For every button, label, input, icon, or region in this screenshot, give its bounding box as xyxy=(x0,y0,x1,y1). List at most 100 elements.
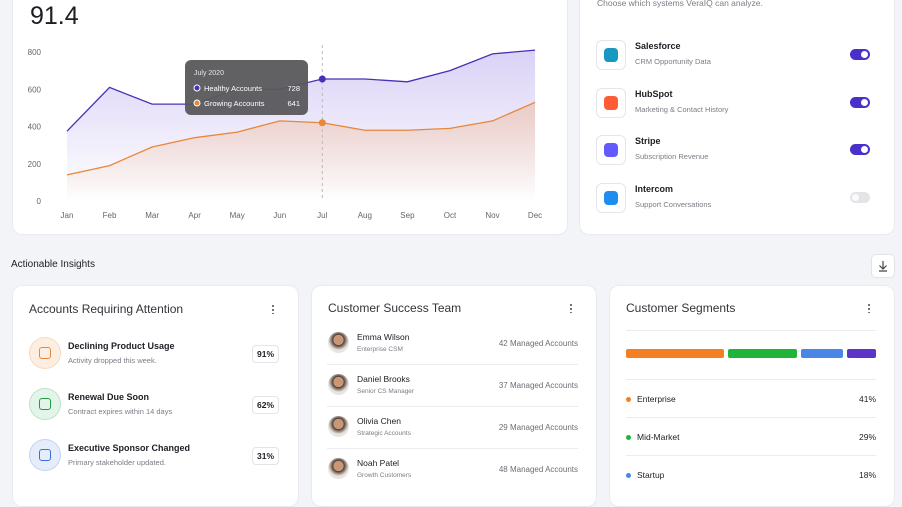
separator xyxy=(626,330,876,331)
page: 91.4 0 200 400 600 800 Jan Feb Mar Apr May Jun Jul A… xyxy=(11,0,895,507)
item-value: 31% xyxy=(252,447,280,465)
item-desc: Activity dropped this week. xyxy=(68,356,157,365)
integration-icon xyxy=(596,87,626,118)
member-role: Enterprise CSM xyxy=(357,346,403,353)
item-value: 62% xyxy=(252,396,280,414)
integration-name: Stripe xyxy=(635,136,661,146)
hover-point xyxy=(318,75,326,83)
member-name: Olivia Chen xyxy=(357,416,401,426)
menu-button[interactable] xyxy=(272,304,274,314)
segment-name: Startup xyxy=(637,470,665,480)
section-title: Actionable Insights xyxy=(11,259,95,270)
card-title: Customer Success Team xyxy=(328,301,462,315)
toggle-knob xyxy=(852,193,859,201)
separator xyxy=(327,364,578,365)
separator xyxy=(626,455,876,456)
tooltip-dot xyxy=(193,84,201,92)
integration-logo xyxy=(604,95,618,110)
segment-dot xyxy=(626,435,631,440)
y-tick-label: 800 xyxy=(28,48,42,57)
x-tick-label: Jan xyxy=(61,211,74,220)
segment-value: 41% xyxy=(858,394,876,404)
segment-value: 29% xyxy=(858,432,876,442)
integration-icon xyxy=(596,40,626,70)
integration-desc: Marketing & Contact History xyxy=(635,104,729,114)
integration-icon xyxy=(596,135,626,165)
y-tick-label: 0 xyxy=(37,197,42,206)
tooltip-value: 641 xyxy=(287,99,300,108)
item-desc: Primary stakeholder updated. xyxy=(68,458,166,467)
tooltip-dot xyxy=(193,99,201,107)
x-tick-label: Oct xyxy=(444,211,457,220)
item-title: Declining Product Usage xyxy=(68,341,175,351)
avatar xyxy=(328,416,349,437)
separator xyxy=(626,379,876,380)
integration-logo xyxy=(604,190,618,205)
segment-bar xyxy=(800,349,844,358)
toggle[interactable] xyxy=(850,96,870,108)
toggle-knob xyxy=(861,51,868,58)
y-tick-label: 600 xyxy=(28,85,42,94)
integrations-subtitle: Choose which systems VeraIQ can analyze. xyxy=(597,0,763,8)
segment-dot xyxy=(626,397,631,402)
item-icon xyxy=(29,439,61,471)
item-icon-glyph xyxy=(39,347,51,359)
menu-button[interactable] xyxy=(868,303,870,313)
integration-logo xyxy=(604,48,618,62)
member-role: Senior CS Manager xyxy=(357,388,415,395)
item-icon-glyph xyxy=(39,398,51,410)
segment-bar xyxy=(727,349,797,358)
integration-name: Intercom xyxy=(635,183,674,194)
avatar xyxy=(328,458,349,479)
toggle[interactable] xyxy=(850,144,870,155)
separator xyxy=(626,417,876,418)
avatar xyxy=(328,332,349,353)
y-tick-label: 400 xyxy=(28,123,42,132)
member-role: Strategic Accounts xyxy=(357,430,411,437)
avatar xyxy=(328,374,349,395)
y-tick-label: 200 xyxy=(28,160,42,169)
item-value: 91% xyxy=(252,345,280,363)
member-accounts: 42 Managed Accounts xyxy=(498,339,578,348)
member-name: Emma Wilson xyxy=(357,332,410,342)
download-button[interactable] xyxy=(871,254,895,278)
x-tick-label: Dec xyxy=(528,211,542,220)
x-tick-label: May xyxy=(230,211,245,220)
segment-bar xyxy=(847,349,876,358)
member-accounts: 48 Managed Accounts xyxy=(498,465,578,474)
item-icon xyxy=(29,388,61,420)
area xyxy=(67,102,536,201)
x-tick-label: Mar xyxy=(145,211,159,220)
card-title: Accounts Requiring Attention xyxy=(29,302,184,316)
item-title: Renewal Due Soon xyxy=(68,392,150,402)
separator xyxy=(327,448,578,449)
segments-card xyxy=(609,285,895,507)
tooltip-value: 728 xyxy=(287,84,300,93)
x-tick-label: Aug xyxy=(358,211,372,220)
toggle-knob xyxy=(861,98,868,106)
integration-icon xyxy=(596,182,626,213)
integration-name: Salesforce xyxy=(635,41,681,51)
menu-button[interactable] xyxy=(570,303,572,313)
integration-desc: CRM Opportunity Data xyxy=(635,57,711,66)
segment-bar xyxy=(626,349,724,358)
toggle[interactable] xyxy=(850,191,870,203)
tooltip-title: July 2020 xyxy=(194,70,224,77)
segment-value: 18% xyxy=(858,470,876,480)
metric: 91.4 xyxy=(30,2,79,30)
x-tick-label: Sep xyxy=(400,211,415,220)
integration-desc: Support Conversations xyxy=(635,199,712,209)
tooltip-label: Growing Accounts xyxy=(204,99,265,108)
team-card xyxy=(311,285,597,507)
x-tick-label: Jul xyxy=(317,211,327,220)
member-accounts: 37 Managed Accounts xyxy=(498,381,578,390)
tooltip-label: Healthy Accounts xyxy=(204,84,262,93)
integration-desc: Subscription Revenue xyxy=(635,152,709,161)
chart: 0 200 400 600 800 Jan Feb Mar Apr May Jun Jul Aug Sep… xyxy=(28,45,542,220)
x-tick-label: Nov xyxy=(485,211,499,220)
x-tick-label: Apr xyxy=(188,211,201,220)
item-title: Executive Sponsor Changed xyxy=(68,443,191,453)
x-tick-label: Jun xyxy=(273,211,286,220)
toggle[interactable] xyxy=(850,49,870,60)
segment-name: Mid-Market xyxy=(637,432,680,442)
